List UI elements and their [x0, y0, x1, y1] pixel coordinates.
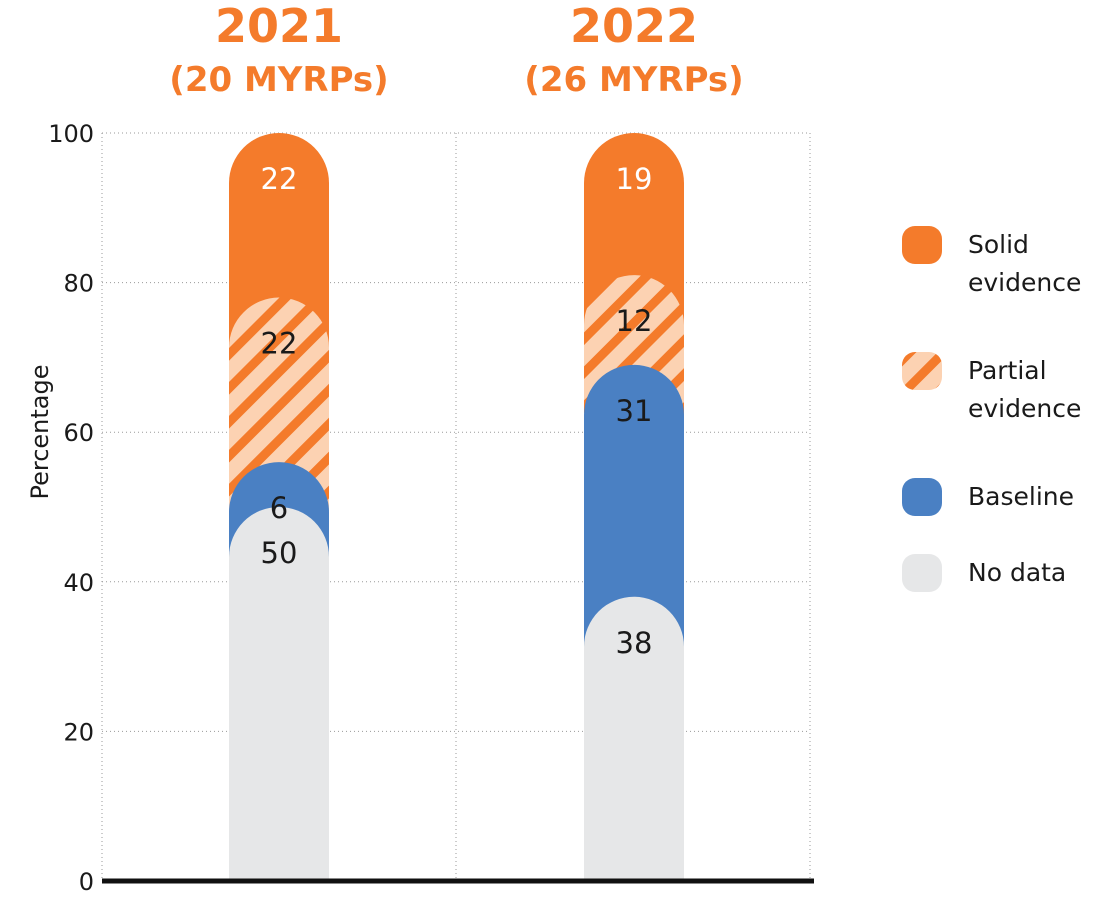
legend-item-partial: Partial evidence — [902, 352, 1081, 423]
column-title-year: 2021 — [215, 0, 343, 53]
data-label-nodata: 50 — [261, 536, 298, 570]
bar-stack-2021: 50 6 22 22 — [229, 133, 329, 881]
y-tick-label: 60 — [63, 419, 94, 447]
legend-item-solid: Solid evidence — [902, 226, 1081, 297]
bar-segment-nodata — [229, 507, 329, 881]
column-titles: 2021 (20 MYRPs) 2022 (26 MYRPs) — [169, 0, 743, 100]
legend-swatch — [902, 554, 942, 592]
legend-item-baseline: Baseline — [902, 478, 1074, 516]
column-title-subtitle: (20 MYRPs) — [169, 60, 388, 100]
column-title-year: 2022 — [570, 0, 698, 53]
y-tick-label: 0 — [79, 868, 94, 896]
bars: 50 6 22 22 38 31 12 19 — [229, 133, 684, 881]
data-label-baseline: 6 — [270, 491, 288, 525]
legend-swatch — [902, 226, 942, 264]
legend-label: Solid — [968, 230, 1029, 259]
y-tick-label: 20 — [63, 718, 94, 746]
y-tick-label: 80 — [63, 270, 94, 298]
bar-segment-solid — [229, 133, 329, 348]
bar-stack-2022: 38 31 12 19 — [584, 133, 684, 881]
legend-item-nodata: No data — [902, 554, 1066, 592]
legend-swatch — [902, 352, 942, 390]
bar-segment-nodata — [584, 596, 684, 881]
legend-label: Partial — [968, 356, 1047, 385]
data-label-solid: 22 — [261, 162, 298, 196]
bar-segment-partial — [229, 297, 329, 513]
data-label-solid: 19 — [616, 162, 653, 196]
legend-swatch — [902, 478, 942, 516]
y-axis-label: Percentage — [26, 364, 54, 499]
data-label-partial: 22 — [261, 327, 298, 361]
y-tick-label: 40 — [63, 569, 94, 597]
data-label-baseline: 31 — [616, 394, 653, 428]
legend-label: Baseline — [968, 482, 1074, 511]
bar-segment-baseline — [584, 364, 684, 647]
legend-label: evidence — [968, 394, 1081, 423]
grid — [101, 132, 811, 881]
bar-segment-solid — [584, 133, 684, 326]
y-tick-label: 100 — [48, 120, 94, 148]
column-title-subtitle: (26 MYRPs) — [524, 60, 743, 100]
legend-label: No data — [968, 558, 1066, 587]
y-axis: 0 20 40 60 80 100 — [48, 120, 94, 896]
data-label-nodata: 38 — [616, 626, 653, 660]
data-label-partial: 12 — [616, 304, 653, 338]
legend-label: evidence — [968, 268, 1081, 297]
legend: Solid evidence Partial evidence Baseline No d… — [902, 226, 1081, 592]
